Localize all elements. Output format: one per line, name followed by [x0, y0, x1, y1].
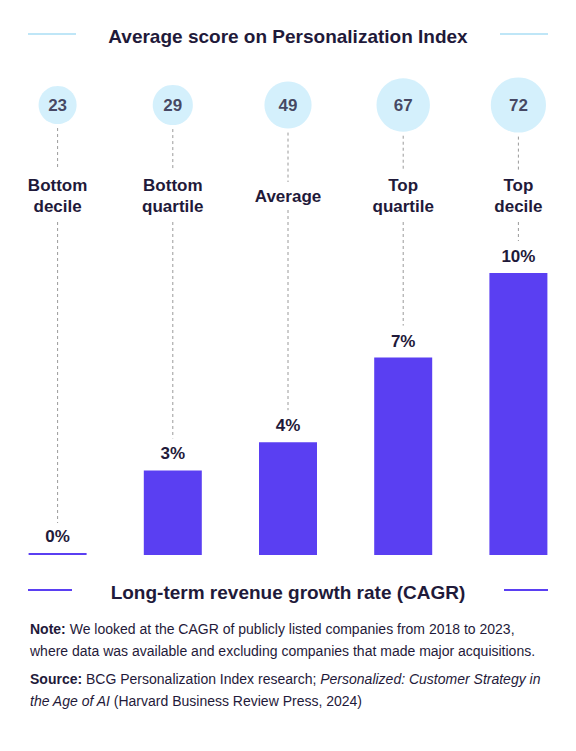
html-text:Note: We looked at the CAGR of: Note: We looked at the CAGR of publicly … — [30, 621, 536, 659]
svg-text:Bottom: Bottom — [28, 176, 87, 195]
svg-text:72: 72 — [509, 96, 528, 115]
html-text:Source: BCG Personalization In: Source: BCG Personalization Index resear… — [30, 671, 541, 709]
svg-text:Average: Average — [255, 187, 321, 206]
svg-text:49: 49 — [279, 96, 298, 115]
svg-text:Bottom: Bottom — [143, 176, 202, 195]
svg-text:3%: 3% — [161, 444, 186, 463]
svg-text:7%: 7% — [391, 332, 416, 351]
svg-text:29: 29 — [163, 96, 182, 115]
svg-text:decile: decile — [33, 197, 81, 216]
svg-text:10%: 10% — [501, 247, 535, 266]
svg-text:decile: decile — [494, 197, 542, 216]
svg-text:Average score on Personalizati: Average score on Personalization Index — [108, 26, 468, 47]
svg-text:4%: 4% — [276, 416, 301, 435]
svg-text:quartile: quartile — [372, 197, 433, 216]
svg-text:quartile: quartile — [142, 197, 203, 216]
svg-text:67: 67 — [394, 96, 413, 115]
svg-text:23: 23 — [48, 96, 67, 115]
svg-text:Top: Top — [503, 176, 533, 195]
svg-text:Long-term revenue growth rate: Long-term revenue growth rate (CAGR) — [111, 582, 466, 603]
svg-text:0%: 0% — [45, 527, 70, 546]
svg-text:Top: Top — [388, 176, 418, 195]
